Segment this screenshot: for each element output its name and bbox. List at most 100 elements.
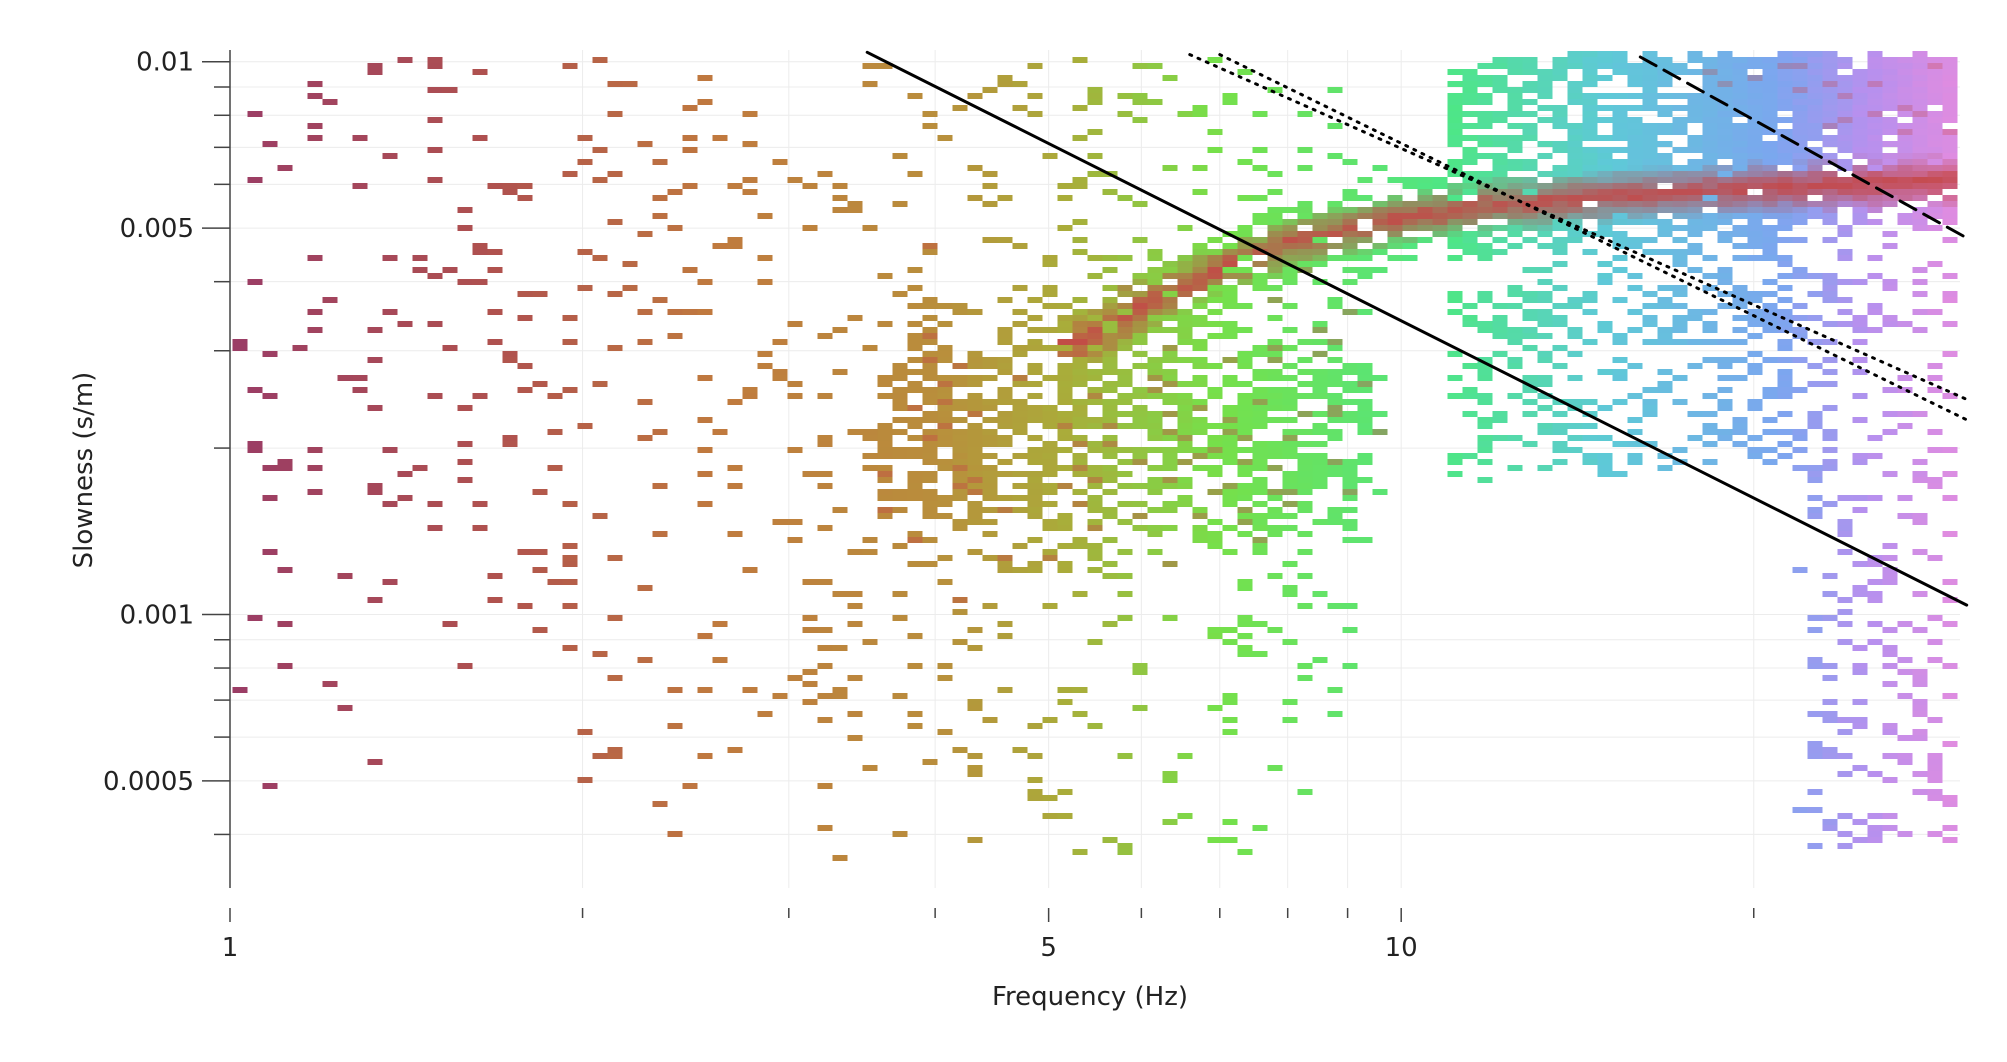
- heatmap-cell: [1717, 177, 1733, 183]
- heatmap-cell: [1057, 513, 1073, 519]
- heatmap-cell: [1882, 117, 1898, 123]
- heatmap-cell: [1507, 243, 1523, 249]
- heatmap-cell: [1567, 81, 1583, 87]
- heatmap-cell: [1807, 51, 1823, 57]
- heatmap-cell: [772, 375, 788, 381]
- heatmap-cell: [1027, 345, 1043, 351]
- heatmap-cell: [697, 309, 713, 315]
- heatmap-cell: [1312, 657, 1328, 663]
- heatmap-cell: [727, 531, 743, 537]
- heatmap-cell: [1132, 315, 1148, 321]
- heatmap-cell: [1507, 339, 1523, 345]
- heatmap-cell: [907, 321, 923, 327]
- heatmap-cell: [1777, 159, 1793, 165]
- heatmap-cell: [1717, 129, 1733, 135]
- x-tick-label: 10: [1385, 933, 1418, 963]
- heatmap-cell: [1927, 141, 1943, 147]
- heatmap-cell: [1942, 63, 1958, 69]
- heatmap-cell: [1687, 141, 1703, 147]
- heatmap-cell: [1132, 447, 1148, 453]
- heatmap-cell: [1837, 105, 1853, 111]
- heatmap-cell: [1717, 51, 1733, 57]
- heatmap-cell: [1912, 669, 1928, 675]
- heatmap-cell: [1087, 357, 1103, 363]
- heatmap-cell: [937, 357, 953, 363]
- heatmap-cell: [1252, 441, 1268, 447]
- heatmap-cell: [1912, 471, 1928, 477]
- heatmap-cell: [1522, 159, 1538, 165]
- heatmap-cell: [1567, 231, 1583, 237]
- heatmap-cell: [1327, 87, 1343, 93]
- heatmap-cell: [1792, 195, 1808, 201]
- heatmap-cell: [1372, 207, 1388, 213]
- heatmap-cell: [1582, 423, 1598, 429]
- heatmap-cell: [1687, 309, 1703, 315]
- heatmap-cell: [892, 201, 908, 207]
- heatmap-cell: [1237, 351, 1253, 357]
- heatmap-cell: [1507, 225, 1523, 231]
- heatmap-cell: [1252, 273, 1268, 279]
- heatmap-cell: [1042, 255, 1058, 261]
- heatmap-cell: [1117, 321, 1133, 327]
- heatmap-cell: [1132, 417, 1148, 423]
- heatmap-cell: [1447, 195, 1463, 201]
- heatmap-cell: [1552, 63, 1568, 69]
- heatmap-cell: [1672, 375, 1688, 381]
- heatmap-cell: [1747, 153, 1763, 159]
- heatmap-cell: [1282, 441, 1298, 447]
- heatmap-cell: [982, 183, 998, 189]
- heatmap-cell: [1927, 57, 1943, 63]
- heatmap-cell: [1282, 225, 1298, 231]
- heatmap-cell: [967, 453, 983, 459]
- heatmap-cell: [1882, 243, 1898, 249]
- heatmap-cell: [922, 363, 938, 369]
- heatmap-cell: [1537, 105, 1553, 111]
- heatmap-cell: [1777, 339, 1793, 345]
- heatmap-cell: [1057, 321, 1073, 327]
- heatmap-cell: [1387, 219, 1403, 225]
- heatmap-cell: [1807, 111, 1823, 117]
- heatmap-cell: [1672, 189, 1688, 195]
- heatmap-cell: [1627, 309, 1643, 315]
- heatmap-cell: [1717, 189, 1733, 195]
- heatmap-cell: [877, 513, 893, 519]
- heatmap-cell: [1777, 225, 1793, 231]
- heatmap-cell: [1792, 147, 1808, 153]
- heatmap-cell: [1492, 87, 1508, 93]
- heatmap-cell: [1807, 417, 1823, 423]
- heatmap-cell: [1567, 213, 1583, 219]
- heatmap-cell: [637, 399, 653, 405]
- heatmap-cell: [1222, 261, 1238, 267]
- heatmap-cell: [757, 279, 773, 285]
- heatmap-cell: [577, 423, 593, 429]
- heatmap-cell: [1027, 435, 1043, 441]
- heatmap-cell: [937, 351, 953, 357]
- heatmap-cell: [1552, 105, 1568, 111]
- heatmap-cell: [1312, 429, 1328, 435]
- heatmap-cell: [1087, 387, 1103, 393]
- heatmap-cell: [1267, 405, 1283, 411]
- heatmap-cell: [1567, 153, 1583, 159]
- heatmap-cell: [802, 615, 818, 621]
- heatmap-cell: [1162, 381, 1178, 387]
- heatmap-cell: [1237, 417, 1253, 423]
- heatmap-cell: [1852, 195, 1868, 201]
- heatmap-cell: [1657, 177, 1673, 183]
- heatmap-cell: [1927, 771, 1943, 777]
- heatmap-cell: [1642, 135, 1658, 141]
- heatmap-cell: [1432, 195, 1448, 201]
- heatmap-cell: [1102, 327, 1118, 333]
- heatmap-cell: [1147, 531, 1163, 537]
- heatmap-cell: [577, 777, 593, 783]
- heatmap-cell: [1222, 501, 1238, 507]
- heatmap-cell: [1747, 297, 1763, 303]
- heatmap-cell: [1927, 261, 1943, 267]
- heatmap-cell: [1162, 429, 1178, 435]
- heatmap-cell: [1237, 531, 1253, 537]
- heatmap-cell: [1222, 699, 1238, 705]
- heatmap-cell: [1267, 525, 1283, 531]
- heatmap-cell: [817, 435, 833, 441]
- heatmap-cell: [847, 315, 863, 321]
- heatmap-cell: [1492, 201, 1508, 207]
- heatmap-cell: [1102, 447, 1118, 453]
